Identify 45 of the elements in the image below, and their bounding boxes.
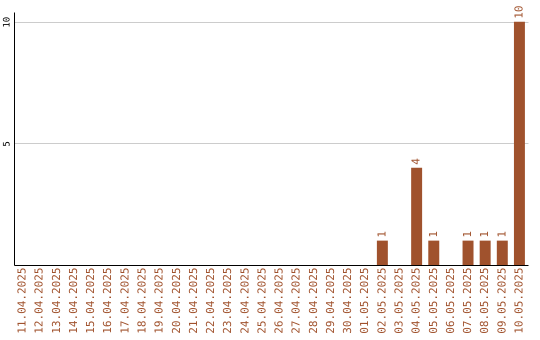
x-tick-label: 13.04.2025: [50, 268, 63, 334]
x-tick-label: 01.05.2025: [358, 268, 372, 334]
x-tick-label: 11.04.2025: [16, 268, 29, 334]
data-label: 1: [495, 231, 508, 238]
x-tick-label: 05.05.2025: [426, 268, 440, 334]
x-tick-label: 22.04.2025: [204, 268, 218, 334]
x-tick-label: 09.05.2025: [495, 268, 508, 334]
bar: [462, 240, 474, 265]
x-tick-label: 15.04.2025: [84, 268, 98, 334]
x-tick-label: 10.05.2025: [512, 268, 526, 334]
x-tick-label: 14.04.2025: [66, 268, 80, 334]
x-tick-label: 19.04.2025: [152, 268, 166, 334]
data-label: 1: [375, 231, 388, 238]
x-tick-label: 23.04.2025: [221, 268, 234, 334]
y-tick-label: 5: [2, 141, 12, 147]
x-tick-label: 04.05.2025: [410, 268, 423, 334]
bar: [480, 240, 491, 265]
data-label: 1: [478, 231, 492, 238]
x-tick-label: 18.04.2025: [136, 268, 148, 334]
x-tick-label: 02.05.2025: [375, 268, 388, 334]
data-label: 1: [461, 231, 474, 238]
x-tick-label: 20.04.2025: [170, 268, 183, 334]
x-tick-label: 28.04.2025: [306, 268, 320, 334]
data-label: 1: [426, 231, 440, 238]
x-tick-label: 06.05.2025: [444, 268, 457, 334]
data-label: 10: [512, 5, 526, 19]
x-tick-label: 30.04.2025: [341, 268, 354, 334]
x-tick-label: 07.05.2025: [461, 268, 474, 334]
x-tick-label: 16.04.2025: [101, 268, 114, 334]
x-tick-label: 29.04.2025: [324, 268, 337, 334]
bar: [376, 240, 388, 265]
x-tick-label: 17.04.2025: [118, 268, 132, 334]
x-tick-label: 03.05.2025: [392, 268, 406, 334]
bar: [514, 22, 525, 265]
x-tick-label: 12.04.2025: [32, 268, 46, 334]
x-tick-label: 24.04.2025: [238, 268, 252, 334]
x-tick-label: 26.04.2025: [272, 268, 286, 334]
x-tick-label: 08.05.2025: [478, 268, 492, 334]
x-tick-label: 27.04.2025: [290, 268, 303, 334]
bar: [411, 168, 422, 265]
bar: [428, 240, 440, 265]
data-label: 4: [410, 158, 423, 165]
x-tick-label: 25.04.2025: [255, 268, 268, 334]
x-tick-label: 21.04.2025: [186, 268, 200, 334]
bar: [496, 240, 508, 265]
